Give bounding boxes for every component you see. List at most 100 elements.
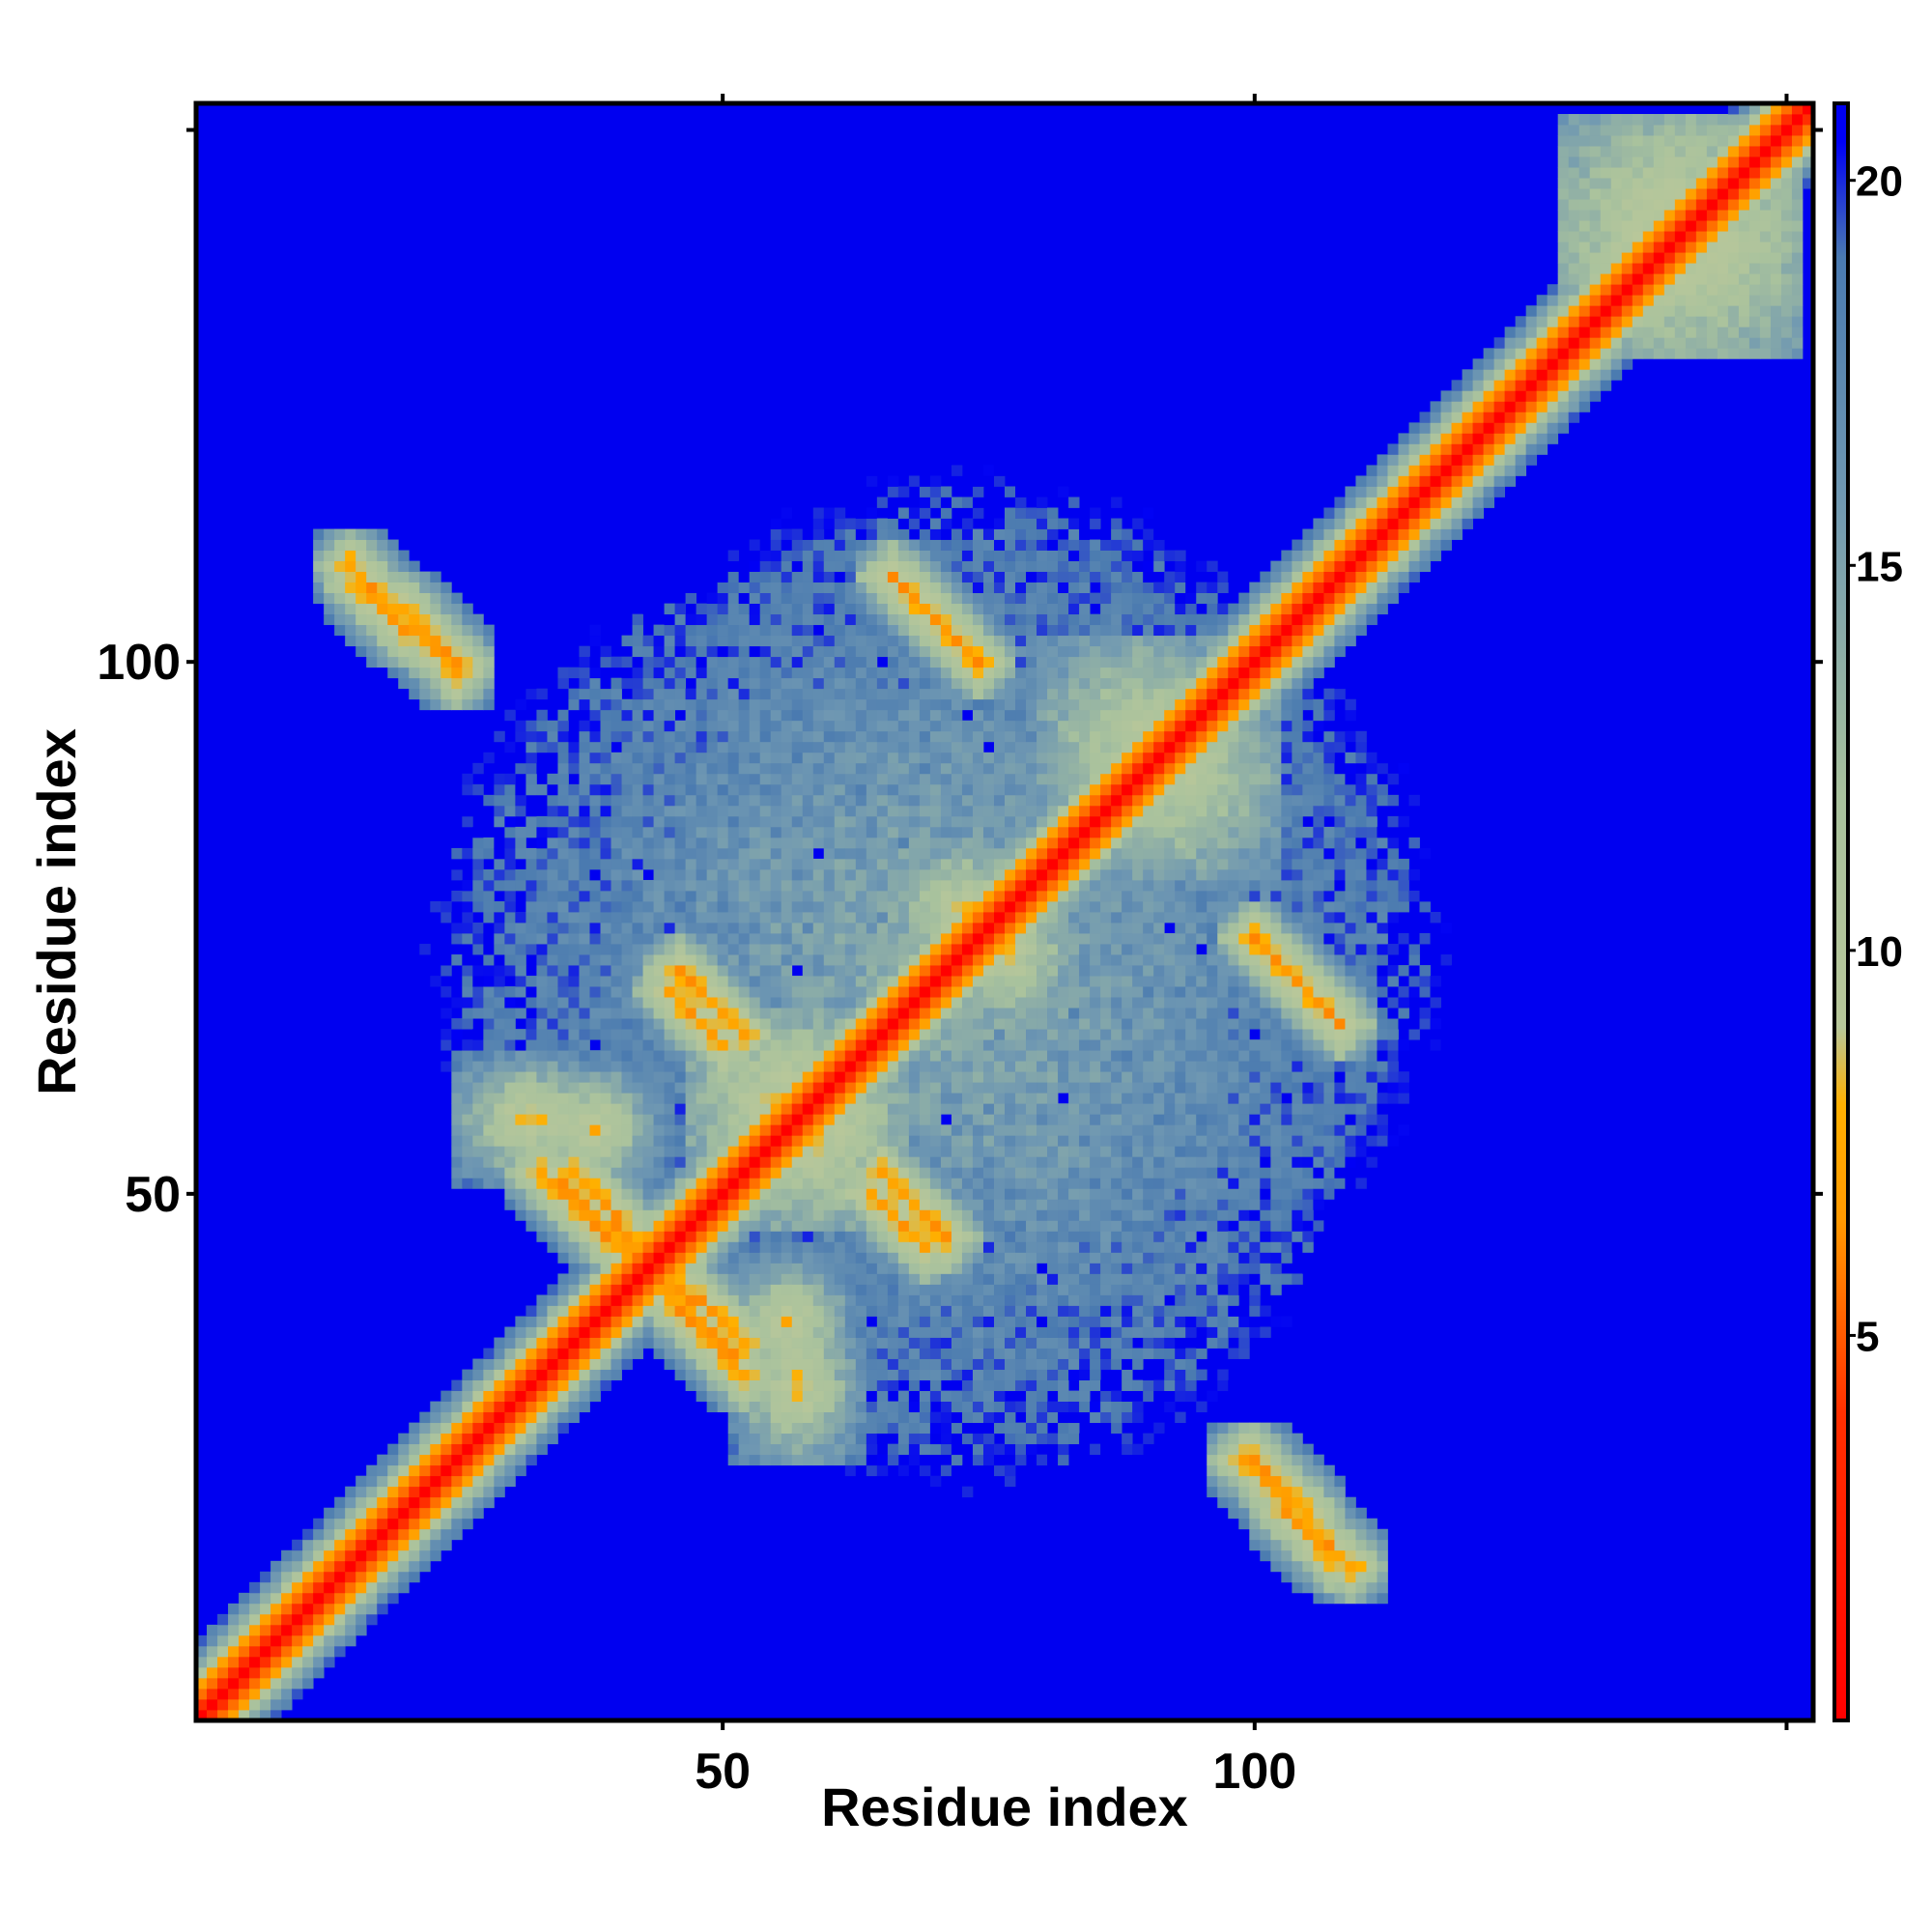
heatmap-cell (993, 986, 1006, 998)
heatmap-cell (834, 986, 846, 998)
heatmap-cell (568, 1369, 580, 1380)
heatmap-cell (887, 1093, 899, 1104)
heatmap-cell (738, 783, 751, 796)
heatmap-cell (897, 1071, 910, 1083)
heatmap-cell (260, 1677, 271, 1690)
heatmap-cell (876, 1209, 889, 1221)
heatmap-cell (685, 1082, 697, 1094)
heatmap-cell (919, 709, 931, 722)
heatmap-cell (696, 1093, 708, 1104)
heatmap-cell (812, 1305, 825, 1317)
heatmap-cell (462, 1443, 473, 1456)
heatmap-cell (621, 741, 633, 753)
heatmap-cell (897, 1114, 910, 1125)
heatmap-cell (961, 1252, 974, 1264)
heatmap-cell (781, 752, 793, 764)
heatmap-cell (504, 986, 516, 998)
heatmap-cell (1037, 677, 1048, 690)
heatmap-cell (1026, 518, 1037, 529)
heatmap-cell (557, 847, 569, 860)
heatmap-cell (632, 1050, 643, 1062)
heatmap-cell (770, 1008, 782, 1019)
heatmap-cell (504, 1454, 516, 1466)
heatmap-cell (579, 645, 590, 658)
heatmap-cell (749, 879, 761, 892)
heatmap-cell (642, 677, 654, 690)
heatmap-cell (897, 1093, 910, 1104)
heatmap-cell (366, 582, 378, 593)
heatmap-cell (823, 986, 836, 998)
heatmap-cell (823, 912, 836, 923)
heatmap-cell (419, 635, 431, 647)
heatmap-cell (770, 677, 782, 690)
heatmap-cell (993, 879, 1006, 892)
heatmap-cell (961, 815, 974, 828)
heatmap-cell (706, 944, 719, 955)
heatmap-cell (526, 944, 537, 955)
heatmap-cell (961, 1178, 974, 1189)
heatmap-cell (526, 1401, 537, 1413)
heatmap-cell (568, 1082, 580, 1094)
heatmap-cell (409, 635, 420, 647)
heatmap-cell (1026, 1263, 1037, 1274)
heatmap-cell (579, 1114, 590, 1125)
heatmap-cell (313, 582, 325, 593)
heatmap-cell (589, 1263, 601, 1274)
heatmap-cell (674, 847, 686, 860)
heatmap-cell (951, 762, 963, 775)
heatmap-cell (536, 1305, 548, 1317)
heatmap-cell (1037, 1454, 1048, 1466)
heatmap-cell (515, 1422, 526, 1435)
heatmap-cell (982, 773, 995, 785)
heatmap-cell (759, 1294, 772, 1306)
heatmap-cell (929, 730, 942, 743)
heatmap-cell (589, 1008, 601, 1019)
heatmap-cell (696, 997, 708, 1009)
heatmap-cell (940, 1358, 952, 1370)
heatmap-cell (908, 1358, 921, 1370)
heatmap-cell (802, 1433, 814, 1445)
heatmap-cell (632, 624, 643, 637)
heatmap-cell (717, 1231, 729, 1242)
heatmap-cell (557, 815, 569, 828)
heatmap-cell (717, 1082, 729, 1094)
heatmap-cell (430, 1475, 441, 1488)
heatmap-cell (759, 1039, 772, 1051)
heatmap-cell (621, 944, 633, 955)
heatmap-cell (759, 1390, 772, 1402)
heatmap-cell (387, 1454, 399, 1466)
heatmap-cell (866, 1284, 878, 1295)
heatmap-cell (759, 1305, 772, 1317)
heatmap-cell (1047, 933, 1059, 945)
heatmap-cell (239, 1634, 250, 1647)
heatmap-cell (855, 539, 867, 551)
heatmap-cell (876, 900, 889, 913)
heatmap-cell (897, 539, 910, 551)
heatmap-cell (759, 826, 772, 838)
heatmap-cell (557, 1018, 569, 1030)
heatmap-cell (685, 1326, 697, 1338)
heatmap-cell (749, 900, 761, 913)
heatmap-cell (897, 635, 910, 647)
heatmap-cell (812, 879, 825, 892)
heatmap-cell (834, 1358, 846, 1370)
heatmap-cell (823, 518, 836, 529)
heatmap-cell (812, 1348, 825, 1359)
heatmap-cell (547, 965, 558, 977)
heatmap-cell (1037, 497, 1048, 508)
heatmap-cell (823, 645, 836, 658)
heatmap-cell (749, 582, 761, 593)
heatmap-cell (961, 1082, 974, 1094)
heatmap-cell (738, 1401, 751, 1413)
heatmap-cell (844, 1422, 857, 1435)
heatmap-cell (1015, 677, 1027, 690)
heatmap-cell (685, 1093, 697, 1104)
heatmap-cell (929, 923, 942, 934)
heatmap-cell (791, 773, 804, 785)
heatmap-cell (568, 944, 580, 955)
heatmap-cell (398, 656, 410, 668)
heatmap-cell (866, 1273, 878, 1285)
heatmap-cell (908, 1199, 921, 1210)
heatmap-cell (929, 688, 942, 700)
heatmap-cell (781, 879, 793, 892)
